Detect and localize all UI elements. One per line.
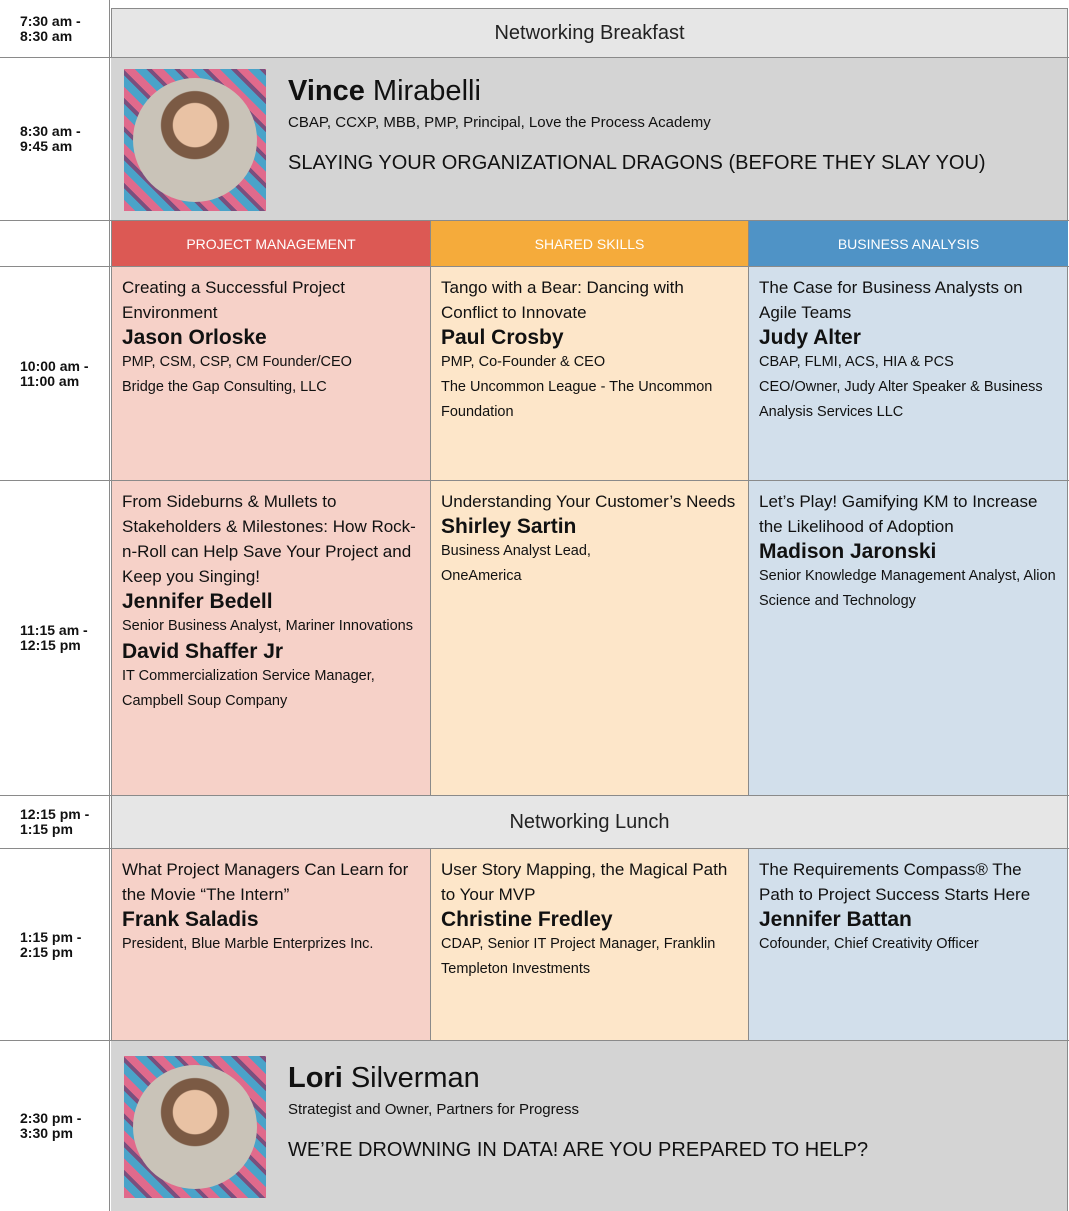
time-slot: 12:15 pm - 1:15 pm bbox=[0, 796, 110, 848]
schedule-row: 12:15 pm - 1:15 pm Networking Lunch bbox=[0, 795, 1069, 848]
speaker-details: Senior Business Analyst, Mariner Innovat… bbox=[122, 618, 413, 634]
track-header: PROJECT MANAGEMENT bbox=[111, 221, 430, 266]
photo-face bbox=[133, 1064, 257, 1189]
session: From Sideburns & Mullets to Stakeholders… bbox=[111, 481, 430, 795]
keynote-talk: SLAYING YOUR ORGANIZATIONAL DRAGONS (BEF… bbox=[288, 151, 986, 174]
time-slot: 1:15 pm - 2:15 pm bbox=[0, 849, 110, 1040]
schedule-row: 2:30 pm - 3:30 pm Lori Silverman Strategis… bbox=[0, 1040, 1069, 1211]
speaker-details: PMP, Co-Founder & CEO The Uncommon Leagu… bbox=[441, 354, 713, 420]
schedule-row: 8:30 am - 9:45 am Vince Mirabelli CBAP, CC… bbox=[0, 57, 1069, 220]
keynote-name: Lori Silverman bbox=[288, 1062, 480, 1095]
speaker-name: David Shaffer Jr bbox=[122, 640, 284, 663]
speaker-photo bbox=[124, 1055, 266, 1198]
speaker-name: Jason Orloske bbox=[122, 326, 267, 349]
speaker-details: IT Commercialization Service Manager, Ca… bbox=[122, 668, 375, 709]
session-title: Understanding Your Customer’s Needs bbox=[441, 492, 736, 511]
schedule-row: 1:15 pm - 2:15 pm What Project Managers C… bbox=[0, 848, 1069, 1040]
speaker-details: PMP, CSM, CSP, CM Founder/CEO Bridge the… bbox=[122, 354, 352, 395]
speaker-details: CDAP, Senior IT Project Manager, Frankli… bbox=[441, 936, 716, 977]
session: The Case for Business Analysts on Agile … bbox=[748, 267, 1068, 480]
break-event: Networking Breakfast bbox=[111, 8, 1068, 57]
break-event: Networking Lunch bbox=[111, 796, 1068, 848]
speaker-details: President, Blue Marble Enterprizes Inc. bbox=[122, 936, 374, 952]
track-header: BUSINESS ANALYSIS bbox=[748, 221, 1068, 266]
time-slot: 2:30 pm - 3:30 pm bbox=[0, 1041, 110, 1211]
session-title: Let’s Play! Gamifying KM to Increase the… bbox=[759, 492, 1038, 536]
speaker-name: Madison Jaronski bbox=[759, 540, 937, 563]
speaker-details: CBAP, FLMI, ACS, HIA & PCS CEO/Owner, Ju… bbox=[759, 354, 1043, 420]
speaker-name: Christine Fredley bbox=[441, 908, 613, 931]
session: Tango with a Bear: Dancing with Conflict… bbox=[430, 267, 748, 480]
speaker-details: Senior Knowledge Management Analyst, Ali… bbox=[759, 568, 1056, 609]
keynote-credentials: CBAP, CCXP, MBB, PMP, Principal, Love th… bbox=[288, 113, 711, 131]
session: Understanding Your Customer’s Needs Shirl… bbox=[430, 481, 748, 795]
schedule-row: PROJECT MANAGEMENT SHARED SKILLS BUSINESS … bbox=[0, 220, 1069, 266]
track-header: SHARED SKILLS bbox=[430, 221, 748, 266]
speaker-details: Business Analyst Lead, OneAmerica bbox=[441, 543, 591, 584]
last-name: Mirabelli bbox=[372, 74, 481, 107]
session-title: User Story Mapping, the Magical Path to … bbox=[441, 860, 728, 904]
speaker-photo bbox=[124, 68, 266, 211]
time-slot: 10:00 am - 11:00 am bbox=[0, 267, 110, 480]
time-slot: 7:30 am - 8:30 am bbox=[0, 0, 110, 57]
time-slot: 8:30 am - 9:45 am bbox=[0, 58, 110, 220]
time-slot: 11:15 am - 12:15 pm bbox=[0, 481, 110, 795]
session-title: Creating a Successful Project Environmen… bbox=[122, 278, 345, 322]
session: Creating a Successful Project Environmen… bbox=[111, 267, 430, 480]
schedule-row: 10:00 am - 11:00 am Creating a Successful… bbox=[0, 266, 1069, 480]
session-title: Tango with a Bear: Dancing with Conflict… bbox=[441, 278, 684, 322]
schedule-row: 7:30 am - 8:30 am Networking Breakfast bbox=[0, 0, 1069, 57]
keynote-name: Vince Mirabelli bbox=[288, 75, 481, 108]
first-name: Lori bbox=[288, 1061, 343, 1094]
photo-face bbox=[133, 77, 257, 202]
speaker-name: Shirley Sartin bbox=[441, 515, 577, 538]
session: Let’s Play! Gamifying KM to Increase the… bbox=[748, 481, 1068, 795]
keynote: Vince Mirabelli CBAP, CCXP, MBB, PMP, Pri… bbox=[111, 58, 1068, 220]
session: The Requirements Compass® The Path to Pr… bbox=[748, 849, 1068, 1040]
session: User Story Mapping, the Magical Path to … bbox=[430, 849, 748, 1040]
session: What Project Managers Can Learn for the … bbox=[111, 849, 430, 1040]
speaker-name: Jennifer Bedell bbox=[122, 590, 273, 613]
speaker-name: Judy Alter bbox=[759, 326, 861, 349]
keynote-credentials: Strategist and Owner, Partners for Progr… bbox=[288, 1100, 579, 1118]
speaker-name: Jennifer Battan bbox=[759, 908, 912, 931]
speaker-details: Cofounder, Chief Creativity Officer bbox=[759, 936, 979, 952]
session-title: From Sideburns & Mullets to Stakeholders… bbox=[122, 492, 416, 586]
schedule-row: 11:15 am - 12:15 pm From Sideburns & Mull… bbox=[0, 480, 1069, 795]
speaker-name: Frank Saladis bbox=[122, 908, 259, 931]
speaker-name: Paul Crosby bbox=[441, 326, 564, 349]
session-title: The Case for Business Analysts on Agile … bbox=[759, 278, 1023, 322]
time-slot bbox=[0, 221, 110, 266]
first-name: Vince bbox=[288, 74, 365, 107]
last-name: Silverman bbox=[350, 1061, 480, 1094]
keynote-talk: WE’RE DROWNING IN DATA! ARE YOU PREPARED… bbox=[288, 1138, 869, 1161]
session-title: What Project Managers Can Learn for the … bbox=[122, 860, 409, 904]
keynote: Lori Silverman Strategist and Owner, Part… bbox=[111, 1041, 1068, 1211]
session-title: The Requirements Compass® The Path to Pr… bbox=[759, 860, 1031, 904]
